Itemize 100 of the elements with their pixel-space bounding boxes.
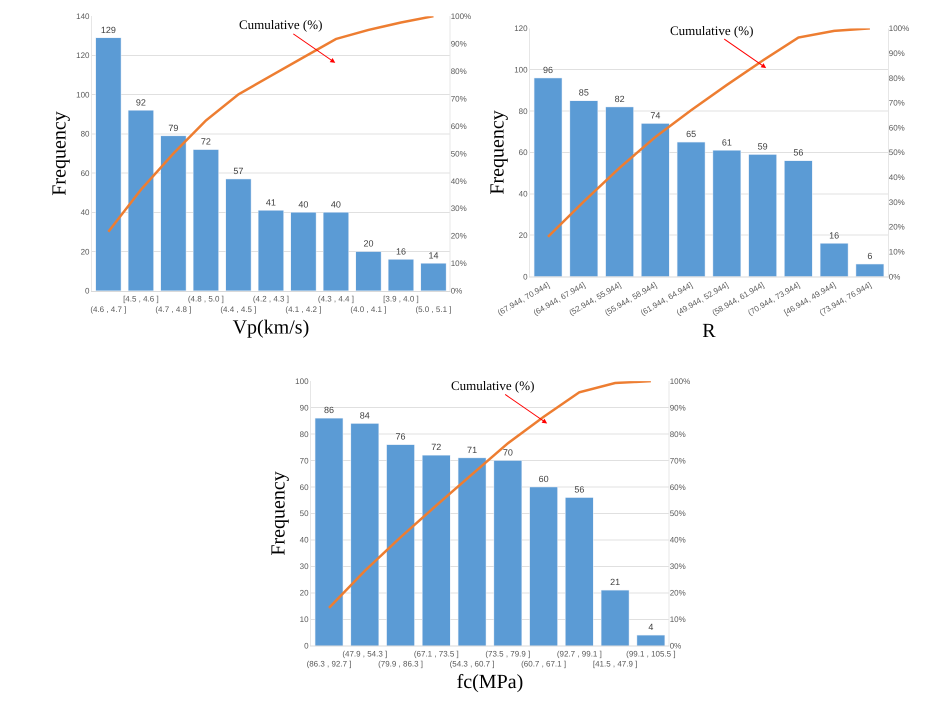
bar bbox=[386, 444, 415, 646]
bar bbox=[676, 142, 706, 276]
data-label: 57 bbox=[233, 166, 244, 176]
bar bbox=[356, 251, 382, 291]
x-tick-label: (5.0 , 5.1 ] bbox=[415, 304, 452, 314]
data-label: 74 bbox=[650, 110, 660, 120]
bar bbox=[784, 160, 813, 276]
x-tick-label: (4.2 , 4.3 ] bbox=[252, 294, 289, 304]
bar bbox=[192, 149, 219, 291]
data-label: 85 bbox=[578, 88, 589, 98]
x-tick-label: [3.9 , 4.0 ] bbox=[383, 294, 419, 304]
y2-tick-label: 50% bbox=[888, 148, 905, 158]
y2-tick-label: 10% bbox=[670, 615, 686, 624]
data-label: 56 bbox=[793, 148, 804, 158]
x-tick-label: (86.3 , 92.7 ] bbox=[306, 660, 352, 669]
bar bbox=[258, 210, 284, 291]
y2-tick-label: 60% bbox=[450, 122, 467, 131]
y-tick-label: 60 bbox=[300, 482, 310, 492]
x-tick-label: (4.3 , 4.4 ] bbox=[318, 294, 354, 304]
data-label: 59 bbox=[758, 141, 768, 152]
bar bbox=[641, 123, 670, 276]
y2-tick-label: 90% bbox=[888, 48, 905, 58]
x-tick-label: (73.5 , 79.9 ] bbox=[485, 649, 530, 658]
data-label: 21 bbox=[610, 577, 620, 588]
y-tick-label: 50 bbox=[300, 509, 310, 518]
data-label: 65 bbox=[686, 129, 696, 140]
bar bbox=[160, 136, 186, 291]
y2-tick-label: 20% bbox=[670, 588, 686, 598]
y2-tick-label: 20% bbox=[888, 222, 905, 232]
y2-tick-label: 0% bbox=[670, 642, 682, 651]
bar bbox=[712, 150, 742, 276]
y2-tick-label: 60% bbox=[888, 123, 905, 132]
bar bbox=[422, 454, 450, 646]
y-tick-label: 100 bbox=[295, 376, 310, 386]
y2-tick-label: 70% bbox=[450, 94, 467, 104]
bar bbox=[529, 486, 558, 646]
y-tick-label: 100 bbox=[76, 90, 90, 100]
x-tick-label: (4.7 , 4.8 ] bbox=[155, 304, 192, 314]
data-label: 70 bbox=[502, 448, 513, 458]
y2-tick-label: 10% bbox=[888, 247, 905, 256]
y2-tick-label: 40% bbox=[670, 536, 686, 545]
bar bbox=[605, 106, 634, 276]
data-label: 96 bbox=[543, 65, 554, 75]
bar bbox=[388, 259, 414, 291]
y2-tick-label: 100% bbox=[670, 376, 690, 386]
bar bbox=[820, 243, 848, 276]
y2-tick-label: 0% bbox=[450, 286, 462, 296]
data-label: 4 bbox=[648, 622, 654, 632]
bar bbox=[290, 212, 316, 291]
data-label: 40 bbox=[330, 199, 341, 210]
y-axis-title: Frequency bbox=[486, 110, 509, 195]
bar bbox=[565, 497, 594, 646]
x-tick-label: (92.7 , 99.1 ] bbox=[556, 649, 602, 658]
y-tick-label: 40 bbox=[80, 208, 90, 218]
x-tick-label: (67.1 , 73.5 ] bbox=[414, 649, 459, 658]
y-tick-label: 0 bbox=[523, 272, 528, 282]
x-tick-label: (4.1 , 4.2 ] bbox=[285, 304, 322, 314]
y-axis-title: Frequency bbox=[268, 471, 290, 556]
y-tick-label: 10 bbox=[300, 615, 310, 624]
data-label: 14 bbox=[428, 250, 438, 260]
data-label: 92 bbox=[136, 97, 146, 108]
y2-tick-label: 90% bbox=[670, 403, 686, 412]
data-label: 79 bbox=[168, 122, 178, 133]
y2-tick-label: 10% bbox=[450, 259, 467, 268]
x-axis-title: fc(MPa) bbox=[456, 671, 524, 694]
data-label: 56 bbox=[574, 484, 584, 495]
y-tick-label: 40 bbox=[300, 536, 310, 545]
data-label: 82 bbox=[614, 94, 625, 104]
x-tick-label: [4.5 , 4.6 ] bbox=[123, 294, 159, 304]
data-label: 76 bbox=[396, 432, 406, 442]
data-label: 60 bbox=[538, 474, 549, 484]
bar bbox=[600, 590, 630, 646]
data-label: 61 bbox=[722, 137, 732, 148]
y2-tick-label: 60% bbox=[670, 482, 686, 492]
bar bbox=[95, 38, 122, 291]
y2-tick-label: 100% bbox=[888, 24, 910, 34]
annotation: Cumulative (%) bbox=[239, 17, 322, 32]
bar bbox=[128, 110, 154, 291]
y-tick-label: 80 bbox=[300, 430, 310, 439]
y2-tick-label: 100% bbox=[450, 12, 472, 21]
x-axis-title: R bbox=[702, 320, 716, 342]
y2-tick-label: 80% bbox=[450, 66, 467, 76]
data-label: 129 bbox=[100, 24, 116, 35]
bar bbox=[323, 212, 349, 291]
data-label: 16 bbox=[396, 246, 406, 256]
y-tick-label: 0 bbox=[304, 642, 310, 651]
x-tick-label: [41.5 , 47.9 ] bbox=[592, 660, 638, 669]
x-tick-label: (4.0 , 4.1 ] bbox=[350, 304, 386, 314]
y2-tick-label: 70% bbox=[670, 456, 686, 466]
y2-tick-label: 30% bbox=[670, 562, 686, 572]
x-tick-label: (79.9 , 86.3 ] bbox=[378, 660, 423, 669]
y-tick-label: 120 bbox=[76, 51, 90, 60]
y-tick-label: 60 bbox=[80, 168, 90, 178]
y-tick-label: 70 bbox=[300, 456, 310, 466]
y2-tick-label: 40% bbox=[888, 173, 905, 182]
y-tick-label: 20 bbox=[518, 230, 528, 240]
y2-tick-label: 50% bbox=[450, 149, 467, 158]
bar bbox=[570, 100, 598, 276]
y2-tick-label: 90% bbox=[450, 39, 467, 48]
y-tick-label: 120 bbox=[514, 24, 528, 34]
